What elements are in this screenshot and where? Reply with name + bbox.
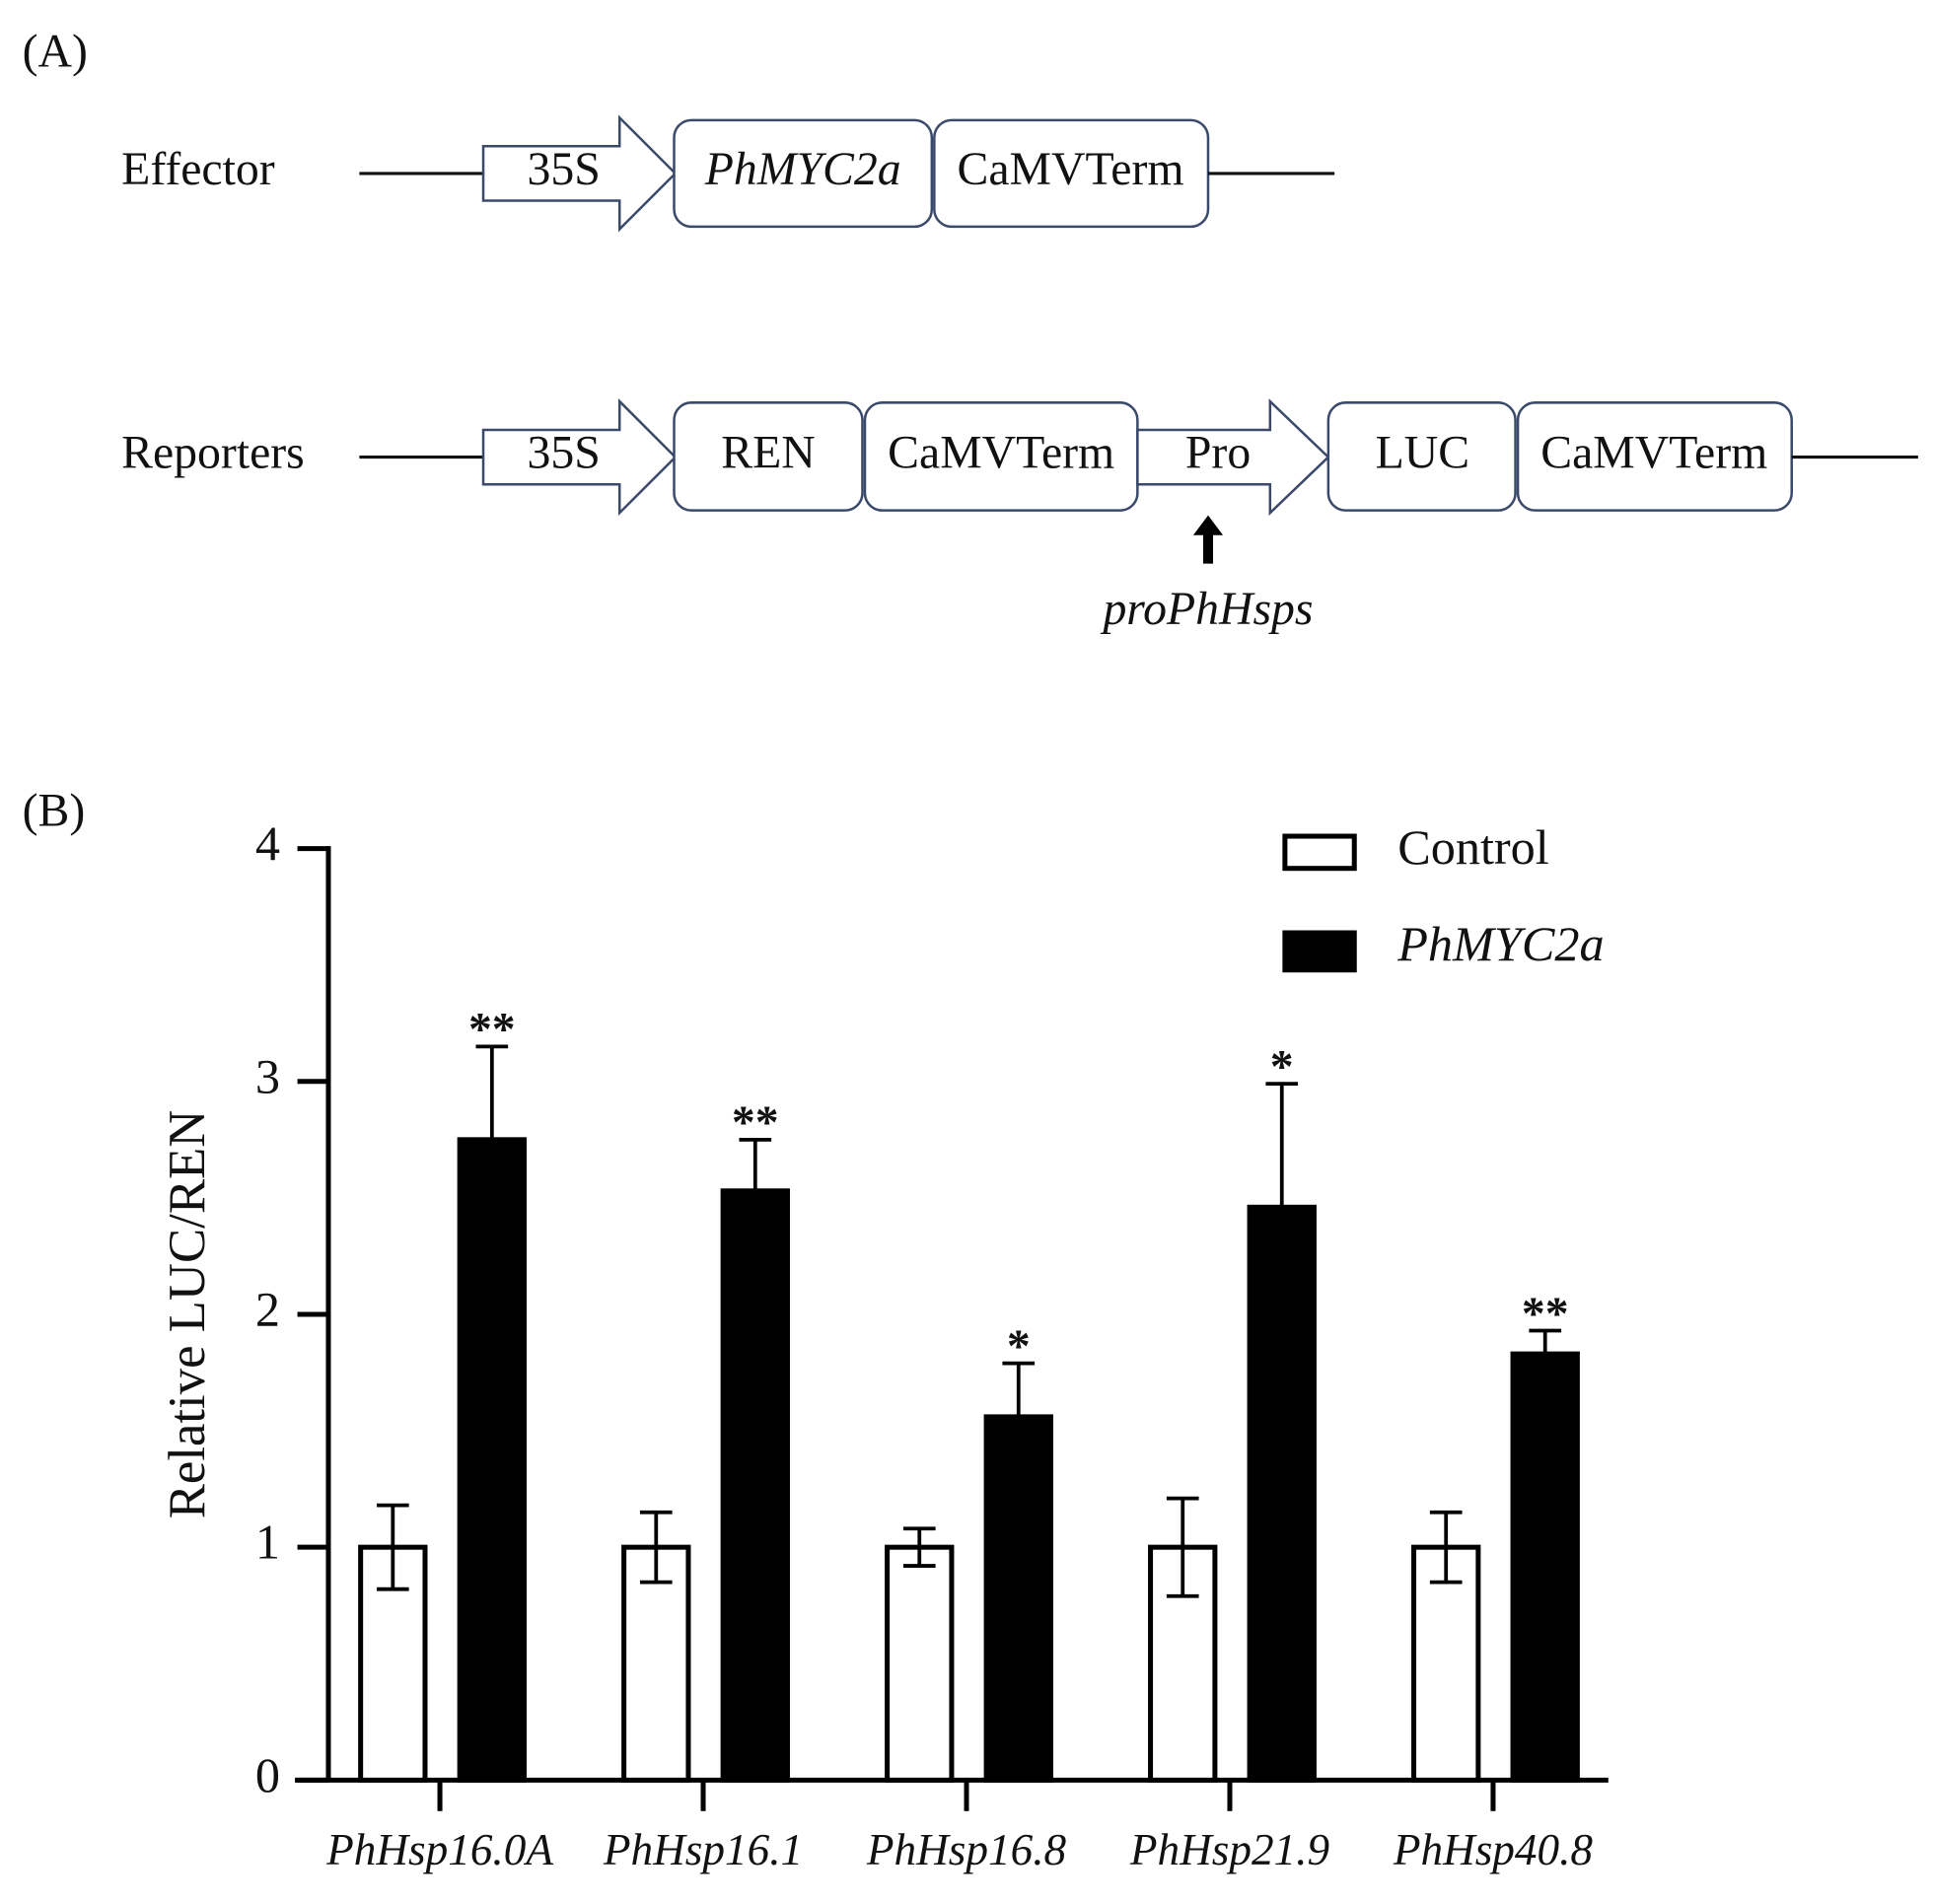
- bar: [1411, 1544, 1481, 1783]
- y-axis-label: Relative LUC/REN: [159, 1110, 216, 1519]
- bar: [1510, 1351, 1580, 1783]
- x-tick-label: PhHsp16.1: [603, 1825, 803, 1874]
- x-tick-label: PhHsp21.9: [1129, 1825, 1329, 1874]
- y-tick-label: 4: [255, 815, 280, 871]
- panel-label: (A): [23, 25, 88, 77]
- legend-label: PhMYC2a: [1396, 916, 1604, 971]
- construct-name: Reporters: [121, 427, 305, 479]
- promoter-arrow: [481, 398, 678, 517]
- x-tick-label: PhHsp40.8: [1393, 1825, 1594, 1874]
- significance-label: *: [1270, 1041, 1294, 1093]
- bar: [457, 1137, 527, 1783]
- gene-box: [673, 401, 864, 512]
- gene-label: LUC: [1376, 427, 1469, 479]
- significance-label: **: [468, 1004, 516, 1056]
- terminator-label: CaMVTerm: [888, 427, 1114, 479]
- pointer-arrow: [1192, 515, 1224, 564]
- y-tick-label: 1: [255, 1515, 280, 1570]
- terminator-box: [933, 118, 1210, 229]
- y-tick-label: 0: [255, 1747, 280, 1802]
- promoter-label: 35S: [528, 143, 601, 195]
- gene-label: PhMYC2a: [704, 143, 901, 195]
- promoter-arrow: [481, 114, 678, 233]
- legend-swatch: [1282, 930, 1357, 973]
- gene-box: [673, 118, 934, 229]
- terminator-label: CaMVTerm: [958, 143, 1184, 195]
- significance-label: **: [732, 1096, 779, 1149]
- significance-label: **: [1522, 1288, 1569, 1340]
- promoter-label: Pro: [1185, 427, 1251, 479]
- bar: [885, 1544, 955, 1783]
- promoter-label: 35S: [528, 427, 601, 479]
- y-tick-label: 2: [255, 1282, 280, 1337]
- legend-swatch: [1282, 833, 1357, 872]
- x-tick-label: PhHsp16.0A: [325, 1825, 553, 1874]
- y-tick-label: 3: [255, 1048, 280, 1103]
- bar: [621, 1544, 691, 1783]
- construct-name: Effector: [121, 143, 275, 195]
- bar: [720, 1188, 790, 1783]
- significance-label: *: [1007, 1320, 1031, 1373]
- gene-box: [1326, 401, 1517, 512]
- terminator-label: CaMVTerm: [1540, 427, 1767, 479]
- promoter-arrow: [1136, 398, 1330, 517]
- gene-label: REN: [721, 427, 815, 479]
- arrow-label: proPhHsps: [1100, 583, 1313, 635]
- panel-label: (B): [23, 785, 86, 837]
- legend-label: Control: [1397, 819, 1549, 875]
- x-tick-label: PhHsp16.8: [866, 1825, 1067, 1874]
